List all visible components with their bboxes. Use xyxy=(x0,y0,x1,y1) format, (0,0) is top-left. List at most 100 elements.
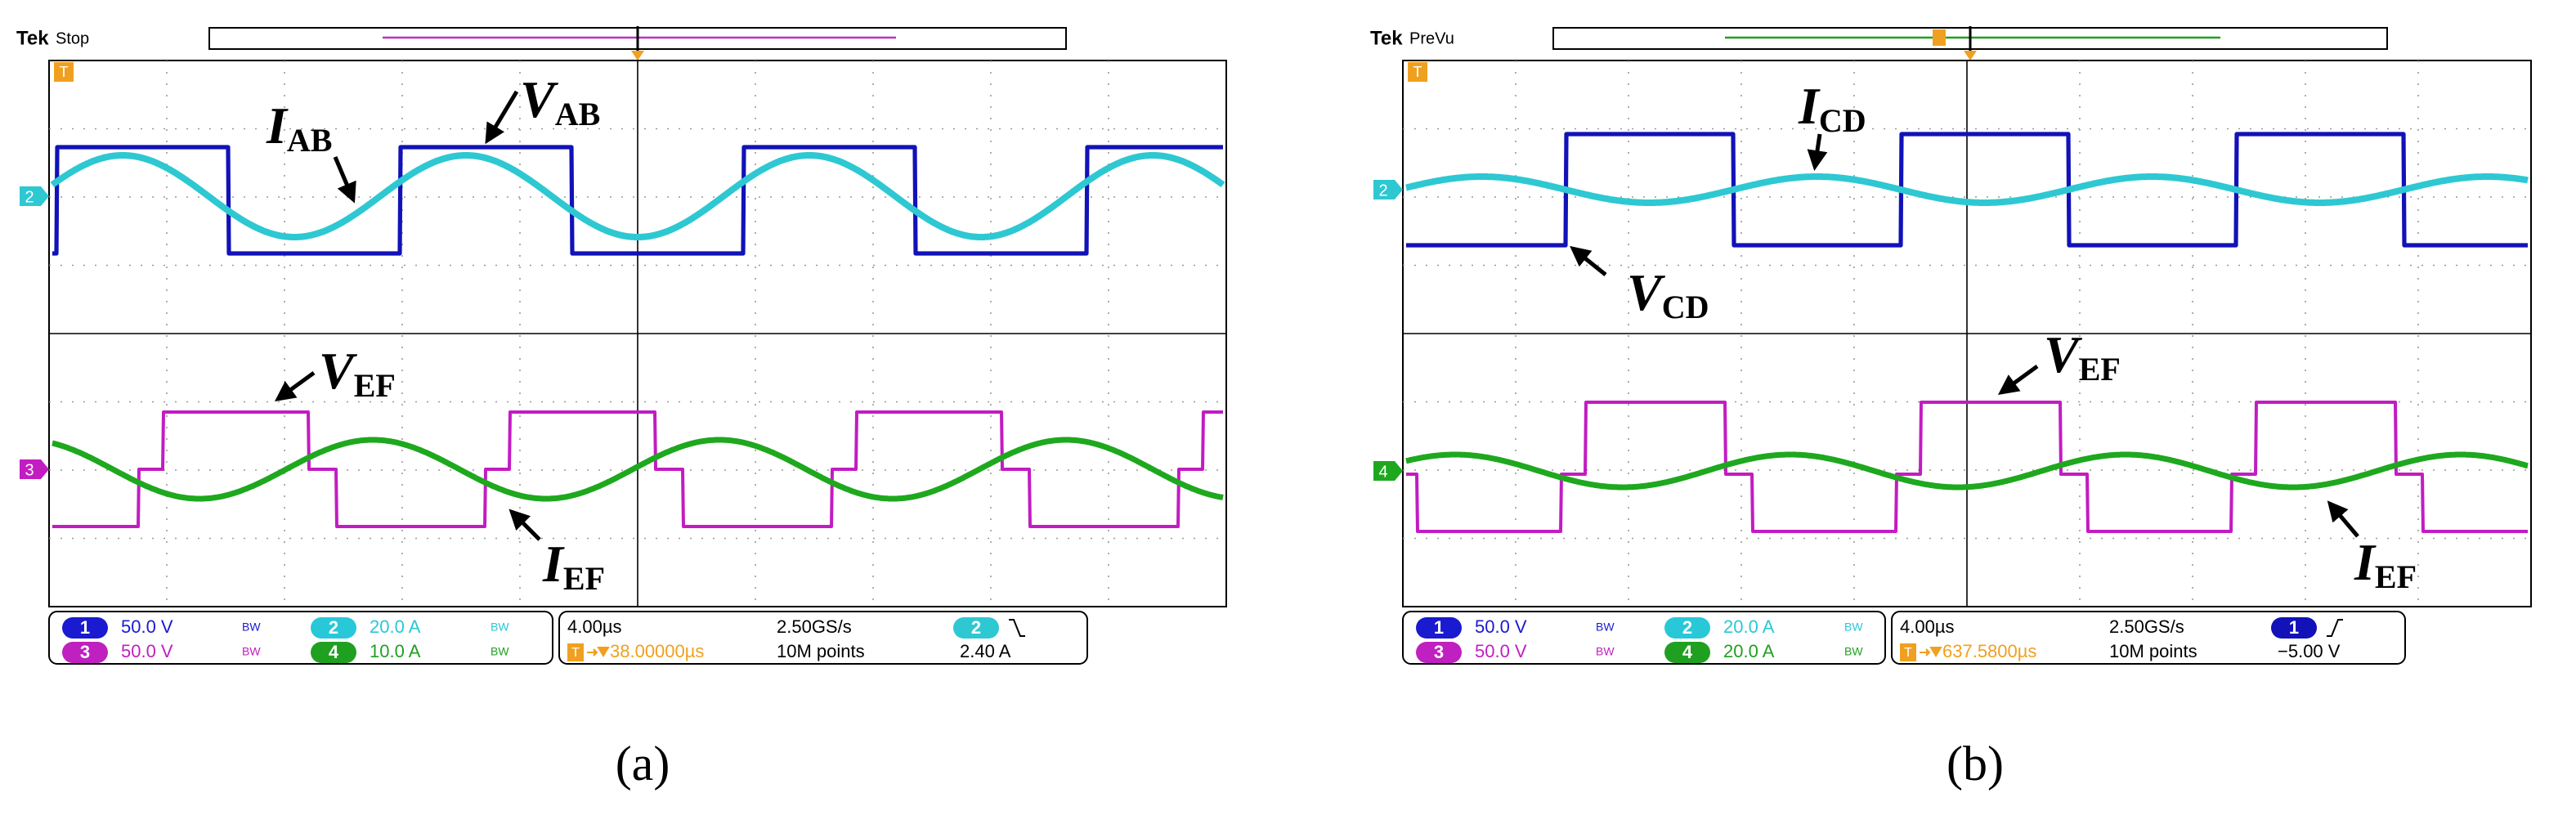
annotation-symbol: V xyxy=(319,342,358,400)
annotation-symbol: V xyxy=(1627,263,1666,321)
readout-box xyxy=(1402,611,1886,665)
bandwidth-limit: BW xyxy=(1844,621,1863,634)
channel-pill xyxy=(62,642,108,663)
channel-id: 3 xyxy=(80,642,90,662)
bandwidth-limit: BW xyxy=(491,621,509,634)
annotation: VEF xyxy=(319,342,396,405)
trigger-icon-label: T xyxy=(571,646,580,660)
annotation-arrow xyxy=(485,90,519,145)
trigger-delay: 637.5800µs xyxy=(1942,641,2036,661)
annotation-arrow xyxy=(508,509,541,541)
channel-pill xyxy=(311,642,356,663)
readout-box xyxy=(48,611,553,665)
annotation-symbol: V xyxy=(520,70,559,128)
record-length: 10M points xyxy=(2109,641,2197,661)
bandwidth-limit: BW xyxy=(242,621,261,634)
bandwidth-limit: BW xyxy=(1844,645,1863,658)
bandwidth-limit: BW xyxy=(491,645,509,658)
trigger-source: 1 xyxy=(2289,617,2299,638)
annotation: VCD xyxy=(1627,263,1709,326)
channel-marker-label: 4 xyxy=(1378,463,1387,481)
annotation-subscript: EF xyxy=(2375,558,2417,595)
caption: (b) xyxy=(1947,737,2004,791)
trigger-marker xyxy=(1408,62,1427,82)
annotation: VEF xyxy=(2044,325,2121,388)
channel-pill xyxy=(1416,617,1462,639)
annotation-subscript: AB xyxy=(287,122,333,159)
channel-marker xyxy=(20,459,49,479)
channel-scale: 10.0 A xyxy=(370,641,421,661)
annotation-subscript: CD xyxy=(1662,289,1709,325)
caption: (a) xyxy=(616,737,670,791)
channel-scale: 50.0 V xyxy=(1475,616,1527,637)
annotation: IAB xyxy=(266,96,332,159)
annotation-arrow xyxy=(1570,245,1607,276)
brand: Tek xyxy=(1370,27,1403,49)
trigger-delay-icon xyxy=(1920,647,1942,657)
channel-id: 4 xyxy=(329,642,339,662)
trigger-marker-label: T xyxy=(60,64,69,80)
channel-id: 3 xyxy=(1434,642,1444,662)
channel-pill xyxy=(62,617,108,639)
trigger-source-pill xyxy=(2271,617,2317,639)
sample-rate: 2.50GS/s xyxy=(2109,616,2184,637)
channel-scale: 50.0 V xyxy=(1475,641,1527,661)
annotation-arrow xyxy=(1807,133,1828,171)
acq-status: PreVu xyxy=(1409,29,1454,47)
trigger-slope xyxy=(1009,619,1025,637)
trigger-icon-label: T xyxy=(1904,646,1912,660)
trigger-icon xyxy=(1900,643,1916,661)
channel-marker xyxy=(20,186,49,206)
channel-scale: 20.0 A xyxy=(1723,616,1775,637)
annotation: IEF xyxy=(2354,533,2417,596)
annotation-symbol: I xyxy=(266,96,289,155)
bandwidth-limit: BW xyxy=(1596,645,1615,658)
channel-scale: 20.0 A xyxy=(1723,641,1775,661)
annotation-subscript: EF xyxy=(563,560,605,597)
channel-pill xyxy=(1664,642,1710,663)
trigger-marker-label: T xyxy=(1413,64,1422,80)
trigger-source: 2 xyxy=(971,617,981,638)
trace-current xyxy=(1404,451,2530,491)
trace-current xyxy=(50,437,1225,502)
trigger-delay-icon xyxy=(587,647,610,657)
annotation-arrow xyxy=(274,370,316,401)
channel-marker-label: 2 xyxy=(25,188,34,206)
channel-scale: 50.0 V xyxy=(121,641,173,661)
trace-voltage xyxy=(1404,132,2529,248)
annotation: VAB xyxy=(520,70,600,133)
annotation-symbol: I xyxy=(542,535,565,593)
annotation-symbol: I xyxy=(2354,533,2377,591)
annotation-symbol: V xyxy=(2044,325,2083,383)
timebase: 4.00µs xyxy=(1900,616,1955,637)
trigger-level: −5.00 V xyxy=(2278,641,2341,661)
trace-voltage xyxy=(52,410,1224,528)
annotation-arrow xyxy=(333,156,356,204)
trigger-delay: 38.00000µs xyxy=(610,641,704,661)
channel-pill xyxy=(1664,617,1710,639)
channel-id: 2 xyxy=(1682,617,1692,638)
trace-current xyxy=(1404,173,2530,206)
trace-voltage xyxy=(51,145,1225,256)
annotation-subscript: EF xyxy=(354,367,396,404)
trigger-tag xyxy=(1933,29,1946,46)
trigger-source-pill xyxy=(953,617,999,639)
trigger-slope xyxy=(2327,619,2343,637)
annotation-arrow xyxy=(2327,500,2359,538)
trigger-marker xyxy=(54,62,74,82)
channel-marker xyxy=(1373,180,1403,199)
trigger-arrow xyxy=(1964,51,1977,60)
channel-id: 4 xyxy=(1682,642,1693,662)
trigger-arrow xyxy=(631,51,644,60)
bandwidth-limit: BW xyxy=(1596,621,1615,634)
channel-pill xyxy=(311,617,356,639)
channel-id: 2 xyxy=(329,617,338,638)
bandwidth-limit: BW xyxy=(242,645,261,658)
channel-marker xyxy=(1373,461,1403,481)
annotation: ICD xyxy=(1798,77,1866,140)
channel-id: 1 xyxy=(1434,617,1444,638)
annotation-subscript: EF xyxy=(2079,351,2121,388)
